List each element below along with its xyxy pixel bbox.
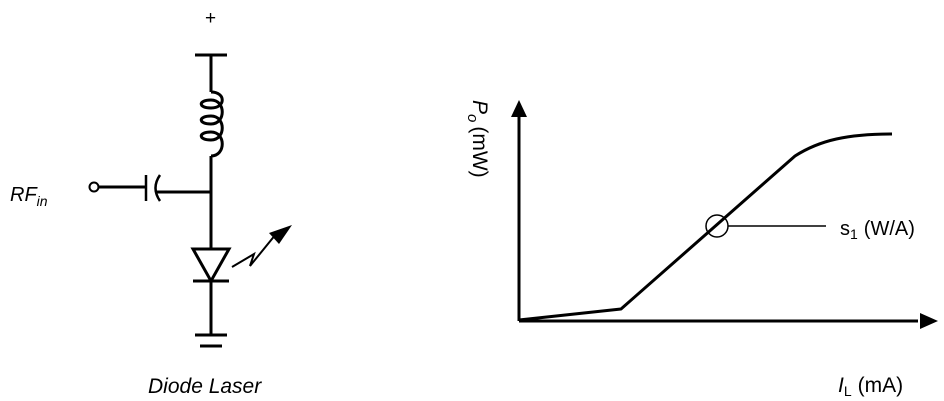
slope-unit: (W/A) — [864, 218, 915, 240]
li-characteristic-curve — [518, 132, 893, 322]
y-axis-arrowhead-icon — [511, 100, 527, 117]
bias-tee-circuit: + — [88, 8, 277, 348]
slope-main: s — [840, 218, 850, 240]
rf-input-terminal — [88, 181, 100, 193]
x-axis-arrowhead-icon — [920, 313, 938, 329]
li-curve-plot — [517, 114, 918, 323]
diode-laser-caption: Diode Laser — [148, 375, 262, 398]
rf-input-subscript: in — [37, 193, 48, 209]
capacitor-plate-right — [154, 174, 162, 202]
y-axis-main: P — [468, 100, 491, 114]
slope-label: s1 (W/A) — [840, 218, 915, 242]
x-axis-subscript: L — [844, 383, 852, 399]
laser-diode-triangle — [190, 247, 232, 285]
supply-plus-label: + — [205, 8, 216, 29]
rf-input-label: RFin — [10, 184, 48, 209]
light-emission-arrowhead-icon — [269, 225, 292, 244]
x-axis-unit: (mA) — [858, 374, 904, 397]
inductor-coil — [199, 90, 224, 158]
light-emission-arrow-icon — [231, 233, 277, 268]
rf-input-main: RF — [10, 184, 38, 206]
y-axis-subscript: o — [464, 114, 481, 122]
x-axis-main: I — [838, 374, 844, 397]
x-axis-label: IL (mA) — [838, 374, 903, 399]
slope-subscript: 1 — [850, 226, 858, 242]
y-axis-label: Po (mW) — [464, 100, 491, 178]
y-axis-unit: (mW) — [468, 126, 491, 177]
